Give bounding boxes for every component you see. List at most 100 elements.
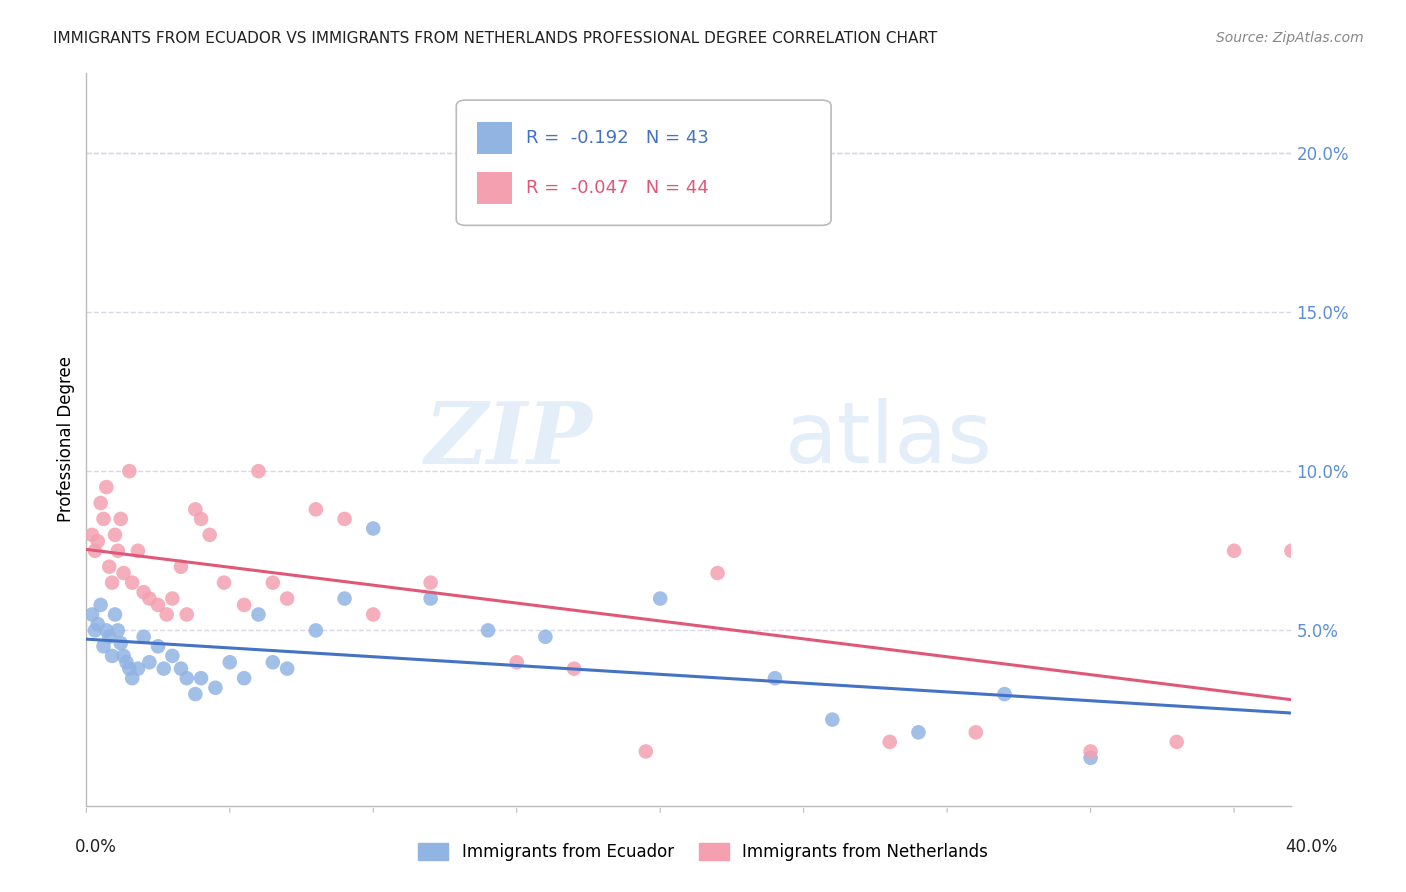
Point bbox=[93, 512, 115, 526]
Point bbox=[156, 607, 179, 622]
Point bbox=[190, 671, 212, 685]
Point bbox=[634, 744, 657, 758]
Point bbox=[110, 636, 132, 650]
Point bbox=[706, 566, 728, 580]
Point bbox=[419, 591, 441, 606]
Point bbox=[96, 624, 118, 638]
Point bbox=[907, 725, 929, 739]
Point bbox=[132, 585, 155, 599]
Point bbox=[112, 566, 135, 580]
Point bbox=[212, 575, 235, 590]
Text: ZIP: ZIP bbox=[425, 398, 592, 481]
Text: R =  -0.047   N = 44: R = -0.047 N = 44 bbox=[526, 178, 709, 197]
Point bbox=[477, 624, 499, 638]
Point bbox=[247, 607, 270, 622]
Point bbox=[1080, 751, 1102, 765]
Point bbox=[204, 681, 226, 695]
Point bbox=[162, 648, 184, 663]
Point bbox=[176, 607, 198, 622]
Point bbox=[146, 598, 169, 612]
Text: IMMIGRANTS FROM ECUADOR VS IMMIGRANTS FROM NETHERLANDS PROFESSIONAL DEGREE CORRE: IMMIGRANTS FROM ECUADOR VS IMMIGRANTS FR… bbox=[53, 31, 938, 46]
Point bbox=[262, 575, 284, 590]
Point bbox=[101, 575, 124, 590]
Point bbox=[993, 687, 1015, 701]
Point bbox=[93, 640, 115, 654]
Point bbox=[162, 591, 184, 606]
Point bbox=[184, 502, 207, 516]
Point bbox=[361, 521, 384, 535]
Text: R =  -0.192   N = 43: R = -0.192 N = 43 bbox=[526, 128, 709, 147]
Point bbox=[361, 607, 384, 622]
Point bbox=[87, 617, 110, 632]
Point bbox=[218, 655, 240, 669]
Point bbox=[115, 655, 138, 669]
Text: atlas: atlas bbox=[786, 398, 993, 481]
Text: 40.0%: 40.0% bbox=[1285, 838, 1339, 855]
Point bbox=[879, 735, 901, 749]
Point bbox=[233, 671, 256, 685]
Point bbox=[127, 543, 149, 558]
Point bbox=[83, 624, 105, 638]
Point bbox=[146, 640, 169, 654]
Point bbox=[110, 512, 132, 526]
Point bbox=[190, 512, 212, 526]
Point bbox=[121, 671, 143, 685]
Point bbox=[80, 607, 103, 622]
Point bbox=[276, 662, 298, 676]
Point bbox=[198, 528, 221, 542]
Point bbox=[98, 630, 121, 644]
Point bbox=[1080, 744, 1102, 758]
FancyBboxPatch shape bbox=[477, 122, 512, 153]
Point bbox=[333, 591, 356, 606]
FancyBboxPatch shape bbox=[477, 172, 512, 203]
Point bbox=[107, 624, 129, 638]
Point bbox=[90, 598, 112, 612]
Point bbox=[1281, 543, 1303, 558]
Y-axis label: Professional Degree: Professional Degree bbox=[58, 356, 75, 523]
Point bbox=[247, 464, 270, 478]
Point bbox=[127, 662, 149, 676]
Point bbox=[305, 502, 328, 516]
Point bbox=[152, 662, 174, 676]
Point bbox=[562, 662, 585, 676]
Point bbox=[107, 543, 129, 558]
Point bbox=[763, 671, 786, 685]
Point bbox=[262, 655, 284, 669]
Point bbox=[419, 575, 441, 590]
Point bbox=[83, 543, 105, 558]
Text: Source: ZipAtlas.com: Source: ZipAtlas.com bbox=[1216, 31, 1364, 45]
Point bbox=[96, 480, 118, 494]
Point bbox=[104, 528, 127, 542]
Point bbox=[333, 512, 356, 526]
Point bbox=[104, 607, 127, 622]
Point bbox=[170, 559, 193, 574]
Point bbox=[176, 671, 198, 685]
Point bbox=[112, 648, 135, 663]
FancyBboxPatch shape bbox=[457, 100, 831, 226]
Point bbox=[98, 559, 121, 574]
Point bbox=[650, 591, 672, 606]
Legend: Immigrants from Ecuador, Immigrants from Netherlands: Immigrants from Ecuador, Immigrants from… bbox=[412, 836, 994, 868]
Point bbox=[821, 713, 844, 727]
Point bbox=[184, 687, 207, 701]
Point bbox=[138, 655, 160, 669]
Point bbox=[118, 464, 141, 478]
Point bbox=[101, 648, 124, 663]
Point bbox=[90, 496, 112, 510]
Point bbox=[80, 528, 103, 542]
Point bbox=[121, 575, 143, 590]
Point bbox=[965, 725, 987, 739]
Point bbox=[87, 534, 110, 549]
Point bbox=[233, 598, 256, 612]
Point bbox=[132, 630, 155, 644]
Point bbox=[118, 662, 141, 676]
Text: 0.0%: 0.0% bbox=[75, 838, 117, 855]
Point bbox=[1166, 735, 1188, 749]
Point bbox=[305, 624, 328, 638]
Point bbox=[1223, 543, 1246, 558]
Point bbox=[534, 630, 557, 644]
Point bbox=[138, 591, 160, 606]
Point bbox=[276, 591, 298, 606]
Point bbox=[170, 662, 193, 676]
Point bbox=[506, 655, 529, 669]
